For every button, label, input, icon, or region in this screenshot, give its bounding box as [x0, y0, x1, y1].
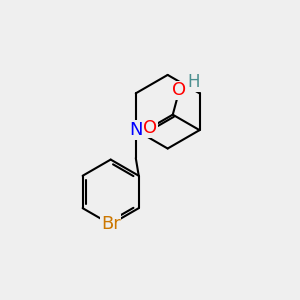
- Text: N: N: [129, 121, 142, 139]
- Text: H: H: [188, 73, 200, 91]
- Text: O: O: [172, 82, 186, 100]
- Text: O: O: [143, 118, 158, 136]
- Text: Br: Br: [101, 215, 121, 233]
